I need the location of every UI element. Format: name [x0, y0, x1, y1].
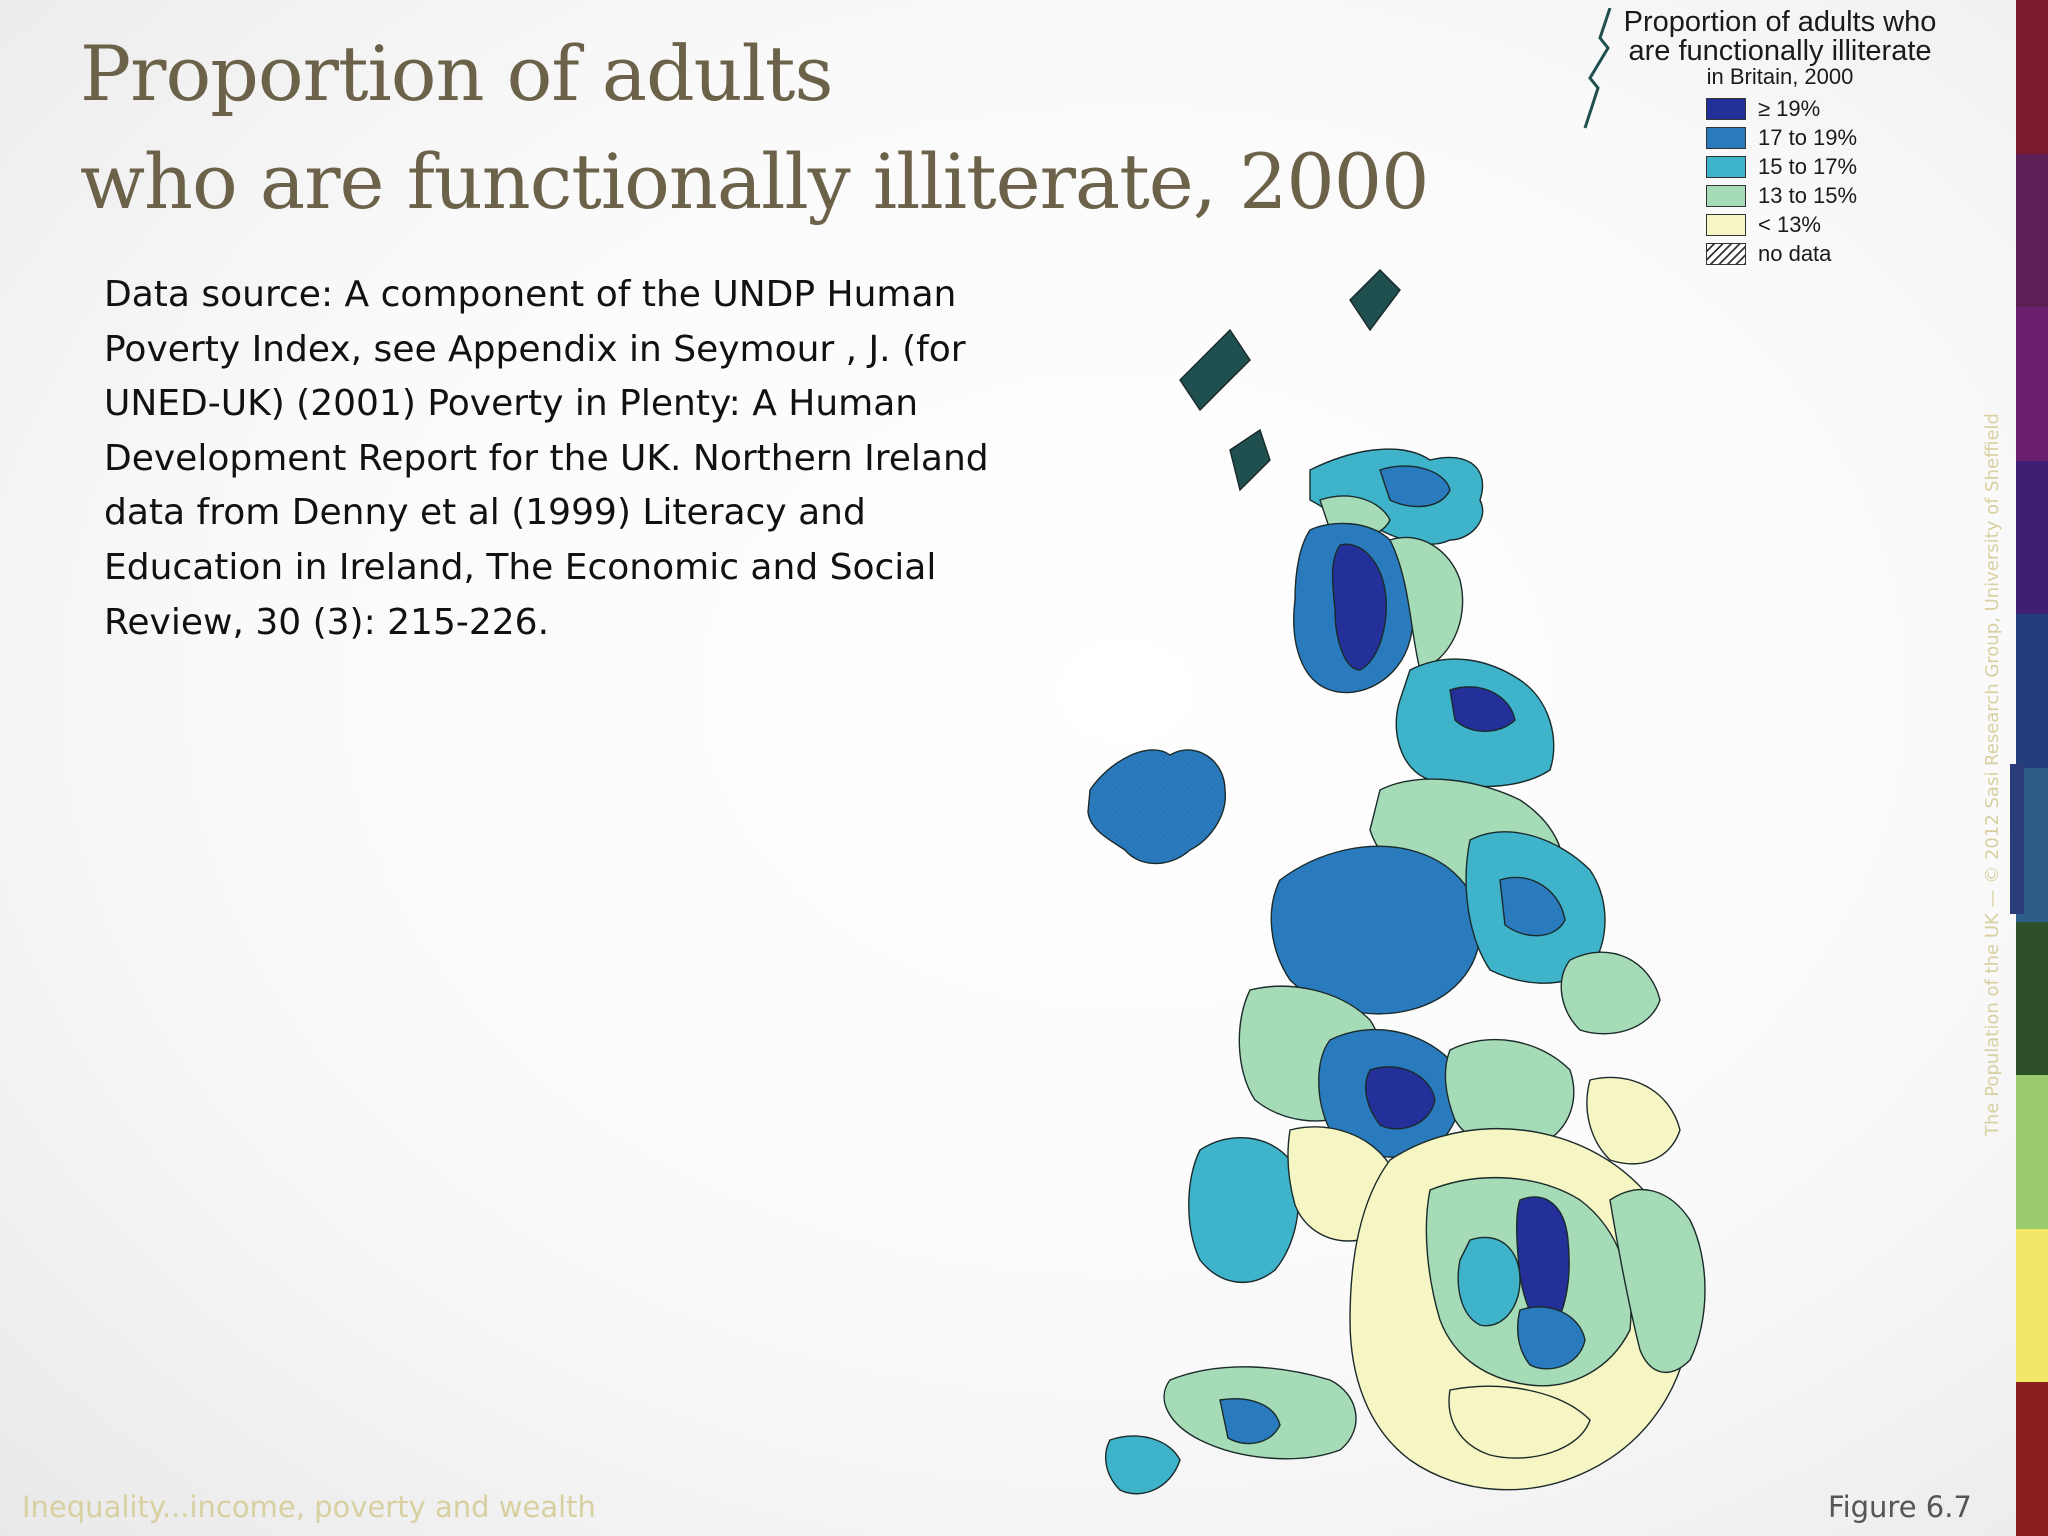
color-bar-segment	[2016, 1075, 2048, 1229]
side-bar-tab	[2010, 764, 2024, 914]
orkney-shetland-inset	[1583, 8, 1612, 129]
slide-title: Proportion of adults who are functionall…	[80, 20, 1480, 236]
legend-label: 15 to 17%	[1758, 153, 1858, 179]
legend-label: < 13%	[1758, 211, 1821, 237]
legend-item: no data	[1706, 239, 1940, 268]
color-bar-segment	[2016, 0, 2048, 154]
legend-swatch	[1706, 242, 1746, 265]
legend-swatch	[1706, 155, 1746, 178]
legend-item: < 13%	[1706, 210, 1940, 239]
legend-subtitle: in Britain, 2000	[1706, 64, 1854, 89]
legend-swatch	[1706, 97, 1746, 120]
legend-item: 15 to 17%	[1706, 152, 1940, 181]
color-bar-segment	[2016, 921, 2048, 1076]
legend-item: ≥ 19%	[1706, 94, 1940, 123]
legend-swatch	[1706, 213, 1746, 236]
legend-item: 13 to 15%	[1706, 181, 1940, 210]
color-bar-segment	[2016, 307, 2048, 461]
color-bar-segment	[2016, 1382, 2048, 1536]
footer-section-title: Inequality...income, poverty and wealth	[22, 1490, 596, 1524]
legend-item: 17 to 19%	[1706, 123, 1940, 152]
color-bar-segment	[2016, 460, 2048, 615]
legend-label: no data	[1758, 240, 1832, 266]
cartogram-map	[1087, 269, 1706, 1495]
map-legend: Proportion of adults who are functionall…	[1583, 6, 1940, 268]
color-bar-segment	[2016, 1228, 2048, 1383]
side-color-bar	[2016, 0, 2048, 1536]
legend-title: Proportion of adults who are functionall…	[1623, 6, 1937, 67]
color-bar-segment	[2016, 153, 2048, 308]
title-line-2: who are functionally illiterate, 2000	[80, 137, 1429, 226]
legend-label: ≥ 19%	[1758, 95, 1821, 121]
title-line-1: Proportion of adults	[80, 29, 833, 118]
figure-number: Figure 6.7	[1828, 1490, 1972, 1524]
legend-swatch	[1706, 126, 1746, 149]
legend-swatch	[1706, 184, 1746, 207]
legend-label: 17 to 19%	[1758, 124, 1858, 150]
data-source-text: Data source: A component of the UNDP Hum…	[104, 274, 989, 643]
vertical-credit: The Population of the UK — © 2012 Sasi R…	[1982, 413, 2003, 1136]
legend-label: 13 to 15%	[1758, 182, 1858, 208]
color-bar-segment	[2016, 614, 2048, 768]
